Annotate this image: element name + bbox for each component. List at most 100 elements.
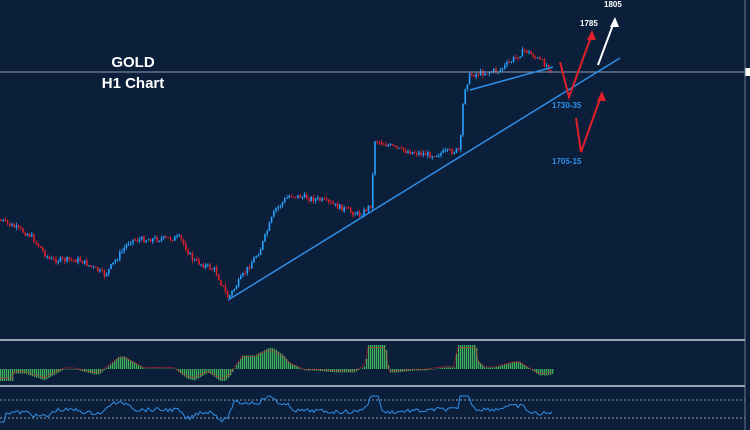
histogram-bar: [62, 369, 64, 371]
candle-body: [325, 199, 328, 201]
white-arrow-head: [610, 17, 619, 27]
histogram-bar: [380, 345, 382, 369]
histogram-bar: [74, 369, 76, 370]
candle-body: [279, 205, 282, 207]
histogram-bar: [208, 369, 210, 374]
histogram-bar: [372, 345, 374, 369]
candle-body: [237, 279, 240, 287]
candle-body: [444, 150, 447, 152]
histogram-bar: [130, 360, 132, 369]
candle-body: [77, 257, 79, 263]
candle-body: [57, 261, 59, 263]
histogram-bar: [136, 363, 138, 369]
candle-body: [372, 174, 374, 209]
histogram-bar: [458, 345, 460, 369]
histogram-bar: [462, 345, 464, 369]
histogram-bar: [548, 369, 550, 376]
histogram-bar: [242, 355, 244, 369]
histogram-bar: [90, 369, 92, 374]
candle-body: [356, 211, 359, 215]
histogram-bar: [8, 369, 10, 381]
candle-body: [292, 196, 295, 198]
histogram-bar: [196, 369, 198, 380]
histogram-bar: [268, 348, 270, 369]
candle-body: [178, 235, 180, 237]
histogram-bar: [110, 364, 112, 369]
candle-body: [108, 268, 110, 275]
histogram-bar: [542, 369, 544, 376]
candle-body: [154, 237, 156, 239]
histogram-bar: [418, 369, 420, 371]
candle-body: [453, 152, 455, 154]
candle-body: [182, 239, 185, 245]
candle-body: [213, 267, 216, 270]
candle-body: [281, 202, 284, 206]
histogram-bar: [218, 369, 220, 380]
histogram-bar: [216, 369, 218, 379]
histogram-bar: [476, 347, 478, 369]
histogram-bar: [490, 367, 492, 369]
chart-subtitle: H1 Chart: [102, 75, 165, 92]
candle-body: [167, 237, 169, 239]
candle-body: [88, 265, 90, 267]
candle-body: [264, 234, 266, 242]
candle-body: [299, 195, 301, 199]
histogram-bar: [452, 367, 454, 369]
candle-body: [20, 227, 22, 229]
histogram-bar: [84, 369, 86, 372]
candle-body: [460, 135, 462, 150]
candle-body: [365, 209, 367, 212]
candle-body: [125, 244, 128, 248]
candle-body: [103, 270, 106, 277]
histogram-bar: [488, 367, 490, 369]
candle-body: [141, 236, 143, 240]
histogram-bar: [314, 369, 316, 371]
candle-body: [152, 238, 154, 242]
histogram-bar: [332, 369, 334, 373]
candle-body: [369, 205, 372, 209]
candle-body: [301, 197, 304, 199]
histogram-bar: [232, 369, 234, 372]
histogram-bar: [6, 369, 8, 381]
histogram-bar: [212, 369, 214, 376]
candle-body: [526, 50, 528, 53]
candle-body: [323, 198, 326, 200]
candle-body: [202, 264, 205, 268]
candle-body: [391, 144, 394, 146]
rsi-panel: [0, 395, 745, 423]
candle-body: [59, 257, 62, 262]
histogram-bar: [494, 367, 496, 369]
candle-body: [413, 151, 416, 154]
candle-body: [543, 59, 546, 67]
candle-body: [251, 262, 253, 269]
candle-body: [380, 142, 383, 145]
histogram-bar: [30, 369, 32, 376]
histogram-bar: [524, 365, 526, 369]
candle-body: [226, 291, 229, 298]
histogram-bar: [256, 354, 258, 369]
candle-body: [64, 258, 66, 262]
candle-body: [420, 152, 422, 156]
histogram-bar: [70, 369, 72, 370]
candle-body: [132, 239, 134, 243]
candle-body: [138, 239, 141, 242]
candle-body: [231, 290, 233, 296]
histogram-bar: [364, 366, 366, 369]
candle-body: [314, 198, 317, 202]
histogram-bar: [292, 364, 294, 369]
candle-body: [429, 152, 431, 158]
candle-body: [541, 59, 543, 61]
candle-body: [136, 240, 139, 242]
histogram-bar: [338, 369, 340, 373]
candle-body: [468, 73, 471, 85]
histogram-bar: [514, 361, 516, 369]
histogram-bar: [470, 345, 472, 369]
histogram-bar: [508, 363, 510, 369]
histogram-bar: [438, 368, 440, 369]
candle-body: [343, 207, 345, 212]
histogram-bar: [522, 363, 524, 369]
histogram-bar: [102, 369, 104, 372]
histogram-bar: [246, 355, 248, 369]
red-arrow-path-1: [559, 33, 593, 101]
histogram-bar: [182, 369, 184, 375]
